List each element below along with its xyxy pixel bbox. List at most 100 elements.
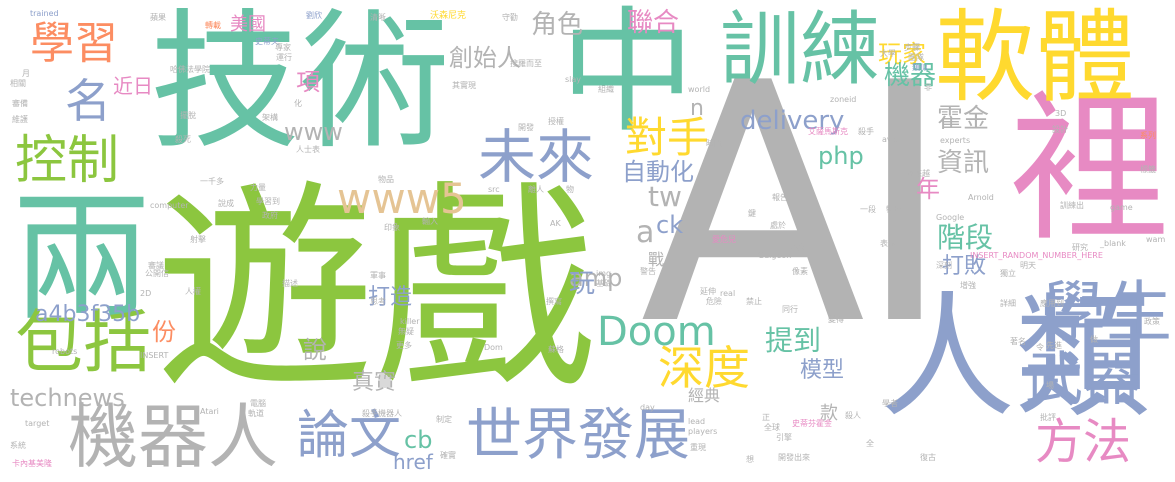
word-yue: 月 bbox=[22, 69, 30, 78]
word-jinri: 近日 bbox=[113, 74, 153, 98]
word-jingdian: 經典 bbox=[688, 386, 721, 405]
word-a: a bbox=[636, 215, 655, 250]
word-www: www bbox=[284, 118, 343, 146]
word-xuezhe: 學者 bbox=[882, 399, 898, 408]
word-shuru: 輸入 bbox=[422, 217, 438, 226]
word-xuexidao: 學習到 bbox=[256, 197, 280, 206]
word-yinxiang: 印象 bbox=[384, 223, 400, 232]
word-technews: technews bbox=[10, 384, 125, 412]
word-xitong: 系統 bbox=[10, 441, 26, 450]
word-miaoshu: 描述 bbox=[282, 279, 298, 288]
word-gengduo: 更多 bbox=[396, 341, 412, 350]
word-guidao: 軌道 bbox=[248, 409, 264, 418]
word-shuocheng: 說成 bbox=[218, 199, 234, 208]
word-wam: wam bbox=[1146, 235, 1166, 244]
word-quan: 全 bbox=[866, 439, 874, 448]
word-game: game bbox=[1110, 203, 1133, 212]
word-chuangshiren: 創始人 bbox=[449, 44, 521, 72]
word-galgeon: Galgeon bbox=[758, 251, 792, 260]
word-kaifa: 開發 bbox=[518, 123, 534, 132]
word-ming: 名 bbox=[65, 74, 111, 128]
word-yingyongdao: 應用到 bbox=[1040, 299, 1064, 308]
word-dazao: 打造 bbox=[368, 285, 413, 310]
word-zuzhi: 組織 bbox=[598, 85, 614, 94]
word-zuo: 做 bbox=[1090, 335, 1098, 344]
word-3d: 3D bbox=[1055, 109, 1067, 118]
word-piping: 批評 bbox=[1040, 413, 1056, 422]
word-xiangsu: 像素 bbox=[792, 267, 808, 276]
word-meiguo: 美國 bbox=[230, 14, 266, 35]
word-ling: 令 bbox=[1036, 343, 1044, 352]
word-biaoshi: 表示 bbox=[880, 239, 896, 248]
word-google: Google bbox=[936, 213, 965, 222]
word-liuxin: 劉欣 bbox=[306, 11, 322, 20]
word-pingguo: 蘋果 bbox=[150, 13, 166, 22]
word-kaifachulai: 開發出來 bbox=[778, 453, 810, 462]
word-shijian: 時間 bbox=[706, 139, 722, 148]
word-jiagou: 架構 bbox=[262, 113, 278, 122]
word-kaneiji: 卡內基美隆 bbox=[12, 459, 52, 468]
word-jiqi: 機器 bbox=[884, 61, 937, 91]
word-day: day bbox=[640, 403, 655, 412]
word-tese: 特色 bbox=[886, 205, 902, 214]
word-slay: slay bbox=[565, 75, 582, 84]
word-www5: www5 bbox=[337, 174, 467, 223]
word-zhuming: 著名 bbox=[1010, 337, 1026, 346]
word-gongkaixin: 公開信 bbox=[145, 269, 169, 278]
word-zhuanzai: 轉載 bbox=[205, 21, 221, 30]
word-renlei: 人類 bbox=[880, 279, 1150, 436]
word-hafo: 哈佛法學院 bbox=[170, 65, 210, 74]
word-players: players bbox=[688, 427, 718, 436]
word-yanjiu: 研究 bbox=[1072, 243, 1088, 252]
word-shenke: 深刻 bbox=[936, 261, 952, 270]
word-qishixian: 其實現 bbox=[452, 81, 476, 90]
word-target: target bbox=[25, 419, 50, 428]
word-jinzhi: 禁止 bbox=[746, 297, 762, 306]
word-liang: 兩 bbox=[12, 178, 153, 341]
word-duli: 獨立 bbox=[1000, 269, 1016, 278]
word-duishou: 對手 bbox=[625, 113, 710, 162]
word-avw: avw bbox=[882, 135, 899, 144]
word-shenbei: 審備 bbox=[12, 99, 28, 108]
word-yiduan: 一段 bbox=[860, 205, 876, 214]
word-baituo: 擺脫 bbox=[180, 111, 196, 120]
word-benwen: 本文 bbox=[790, 243, 806, 252]
word-yinqing: 引擎 bbox=[776, 433, 792, 442]
word-src: src bbox=[488, 185, 500, 194]
word-atari: Atari bbox=[200, 407, 219, 416]
word-moxing: 模型 bbox=[800, 358, 845, 383]
word-jinggao: 警告 bbox=[640, 267, 656, 276]
word-shidifenhuojin: 史蒂芬霍金 bbox=[792, 419, 832, 428]
word-tuandui: 團隊 bbox=[908, 53, 924, 62]
word-php: php bbox=[818, 142, 864, 170]
word-trained: trained bbox=[30, 9, 59, 18]
word-liliang: 力量 bbox=[250, 183, 266, 192]
word-wuyi: 無疑 bbox=[398, 327, 414, 336]
word-zhengce: 政策 bbox=[1144, 317, 1160, 326]
word-diannao: 電腦 bbox=[250, 399, 266, 408]
word-hua: 化 bbox=[294, 99, 302, 108]
word-wuqi: 武器 bbox=[1025, 345, 1142, 413]
word-renshibiao: 人士表 bbox=[296, 145, 320, 154]
word-jieduan: 階段 bbox=[937, 221, 994, 254]
word-kuan: 款 bbox=[820, 403, 838, 424]
word-xuesheng: 學生 bbox=[1040, 274, 1172, 351]
word-img: img bbox=[596, 269, 612, 278]
word-jian: 鍵 bbox=[748, 209, 756, 218]
word-killer: killer bbox=[400, 317, 420, 326]
word-insert: INSERT bbox=[140, 351, 169, 360]
word-zhenshi: 真實 bbox=[352, 370, 397, 395]
word-blank: _blank bbox=[1100, 239, 1126, 248]
word-computer: computer bbox=[150, 201, 189, 210]
word-biaoqian: 標籤 bbox=[1140, 165, 1156, 174]
word-tongxing: 同行 bbox=[782, 305, 798, 314]
word-zixun: 資訊 bbox=[937, 148, 990, 178]
word-yunxing: 運行 bbox=[276, 53, 292, 62]
word-sharen: 殺人 bbox=[845, 411, 861, 420]
word-weilai: 未來 bbox=[478, 123, 595, 191]
word-ak: AK bbox=[550, 219, 561, 228]
word-arnold: Arnold bbox=[968, 193, 994, 202]
word-zheng: 正 bbox=[762, 413, 770, 422]
word-shijiefazhan: 世界發展 bbox=[466, 403, 690, 468]
